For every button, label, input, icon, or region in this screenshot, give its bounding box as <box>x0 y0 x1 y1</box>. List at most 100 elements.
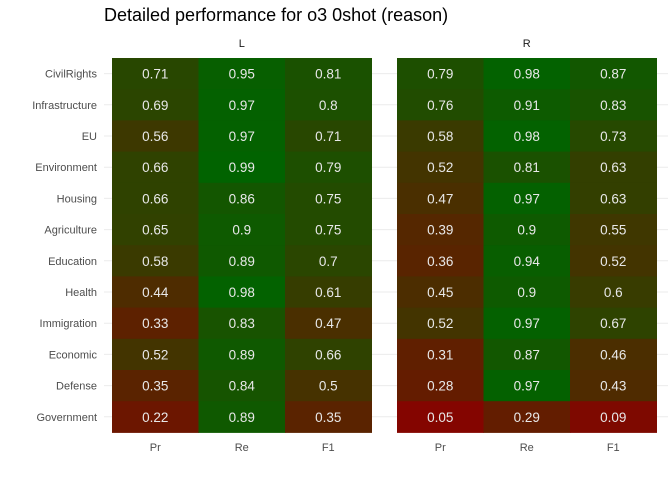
cell-value-label: 0.87 <box>514 347 540 362</box>
heatmap-cell <box>483 151 571 184</box>
cell-value-label: 0.81 <box>315 67 341 82</box>
heatmap-cell <box>570 89 657 121</box>
heatmap-cell <box>397 276 484 309</box>
cell-value-label: 0.97 <box>229 98 255 113</box>
y-tick-label: Government <box>36 412 97 424</box>
cell-value-label: 0.7 <box>319 254 338 269</box>
cell-value-label: 0.89 <box>229 347 255 362</box>
heatmap-cell <box>112 276 199 309</box>
cell-value-label: 0.29 <box>514 410 540 425</box>
heatmap-cell <box>397 401 484 433</box>
cell-value-label: 0.63 <box>600 160 626 175</box>
heatmap-cell <box>112 58 199 90</box>
x-tick-label: Pr <box>435 442 446 454</box>
heatmap-cell <box>483 338 571 371</box>
heatmap-cell <box>483 276 571 309</box>
cell-value-label: 0.67 <box>600 316 626 331</box>
cell-value-label: 0.76 <box>427 98 453 113</box>
x-tick-label: Pr <box>150 442 161 454</box>
cell-value-label: 0.58 <box>427 129 453 144</box>
cell-value-label: 0.52 <box>600 254 626 269</box>
cell-value-label: 0.66 <box>315 347 341 362</box>
heatmap-cell <box>112 89 199 121</box>
heatmap-cell <box>198 89 286 121</box>
heatmap-cell <box>483 89 571 121</box>
cell-value-label: 0.6 <box>604 285 623 300</box>
panel-L: 0.71 0.95 0.81 0.69 0.97 0.8 0.56 0.97 0.71 0.66 0… <box>112 58 372 433</box>
y-tick-label: Infrastructure <box>32 100 97 112</box>
cell-value-label: 0.9 <box>517 223 536 238</box>
heatmap-cell <box>397 58 484 90</box>
heatmap-cell <box>198 245 286 277</box>
cell-value-label: 0.91 <box>514 98 540 113</box>
heatmap-cell <box>570 370 657 402</box>
heatmap-cell <box>397 338 484 371</box>
heatmap-cell <box>397 370 484 402</box>
cell-value-label: 0.58 <box>142 254 168 269</box>
cell-value-label: 0.98 <box>514 67 540 82</box>
heatmap-cell <box>112 245 199 277</box>
heatmap-cell <box>285 338 372 371</box>
heatmap-cell <box>285 401 372 433</box>
panel-strip-label: L <box>239 38 245 50</box>
heatmap-cell <box>285 182 372 215</box>
heatmap-cell <box>112 182 199 215</box>
cell-value-label: 0.43 <box>600 379 626 394</box>
x-tick-label: F1 <box>607 442 620 454</box>
y-tick-label: CivilRights <box>45 69 97 81</box>
cell-value-label: 0.94 <box>514 254 541 269</box>
cell-value-label: 0.35 <box>142 379 168 394</box>
heatmap-cell <box>112 370 199 402</box>
heatmap-cell <box>570 401 657 433</box>
cell-value-label: 0.79 <box>427 67 453 82</box>
y-tick-label: Agriculture <box>44 225 97 237</box>
cell-value-label: 0.98 <box>229 285 255 300</box>
heatmap-cell <box>112 151 199 184</box>
cell-value-label: 0.66 <box>142 191 168 206</box>
cell-value-label: 0.28 <box>427 379 453 394</box>
cell-value-label: 0.97 <box>229 129 255 144</box>
heatmap-cell <box>198 307 286 340</box>
heatmap-cell <box>285 245 372 277</box>
y-tick-label: Economic <box>49 349 98 361</box>
heatmap-cell <box>198 120 286 153</box>
heatmap-cell <box>483 58 571 90</box>
heatmap-cell <box>285 120 372 153</box>
chart-title: Detailed performance for o3 0shot (reaso… <box>104 5 448 25</box>
heatmap-cell <box>397 307 484 340</box>
heatmap-cell <box>198 182 286 215</box>
cell-value-label: 0.87 <box>600 67 626 82</box>
heatmap-cell <box>112 214 199 246</box>
cell-value-label: 0.98 <box>514 129 540 144</box>
heatmap-cell <box>570 245 657 277</box>
heatmap-cell <box>198 401 286 433</box>
heatmap-cell <box>112 401 199 433</box>
cell-value-label: 0.44 <box>142 285 169 300</box>
cell-value-label: 0.8 <box>319 98 338 113</box>
cell-value-label: 0.47 <box>427 191 453 206</box>
heatmap-cell <box>483 307 571 340</box>
heatmap-cell <box>397 182 484 215</box>
heatmap-cell <box>570 58 657 90</box>
heatmap-cell <box>198 370 286 402</box>
cell-value-label: 0.22 <box>142 410 168 425</box>
heatmap-cell <box>285 58 372 90</box>
cell-value-label: 0.52 <box>427 316 453 331</box>
heatmap-cell <box>570 276 657 309</box>
cell-value-label: 0.86 <box>229 191 255 206</box>
cell-value-label: 0.61 <box>315 285 341 300</box>
heatmap-cell <box>397 120 484 153</box>
cell-value-label: 0.09 <box>600 410 626 425</box>
y-tick-label: Housing <box>57 193 97 205</box>
cell-value-label: 0.45 <box>427 285 453 300</box>
cell-value-label: 0.5 <box>319 379 338 394</box>
heatmap-cell <box>285 151 372 184</box>
heatmap-cell <box>397 151 484 184</box>
heatmap-cell <box>570 214 657 246</box>
heatmap-cell <box>483 370 571 402</box>
cell-value-label: 0.89 <box>229 254 255 269</box>
cell-value-label: 0.71 <box>142 67 168 82</box>
cell-value-label: 0.55 <box>600 223 626 238</box>
heatmap-cell <box>483 120 571 153</box>
